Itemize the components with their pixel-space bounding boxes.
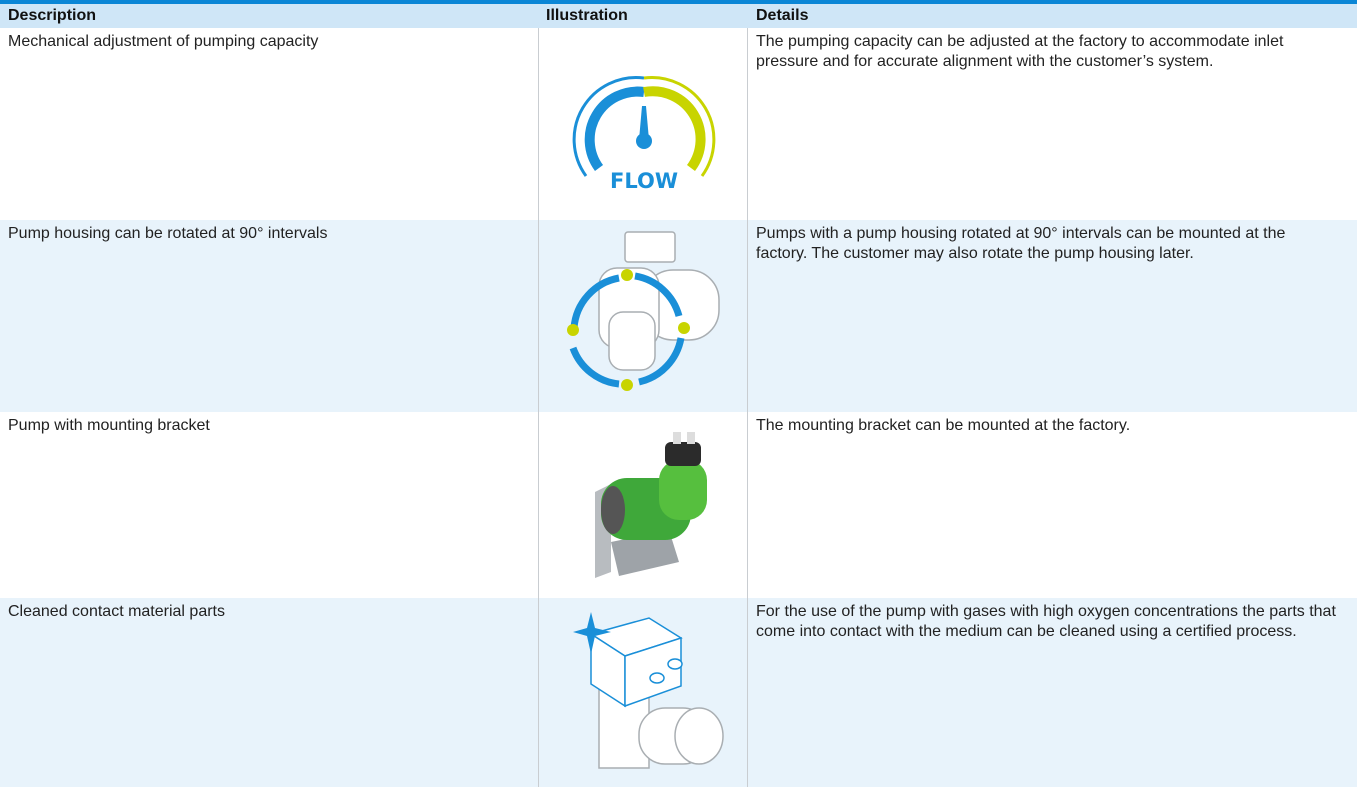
table-row: Pump with mounting bracket The mounting … <box>0 412 1357 598</box>
description: Pump housing can be rotated at 90° inter… <box>8 225 328 242</box>
illustration: FLOW <box>538 28 748 220</box>
rotation-icon <box>567 231 720 391</box>
header-cell: Description <box>8 7 97 24</box>
table-row: Pump housing can be rotated at 90° inter… <box>0 220 1357 412</box>
illustration <box>538 412 748 598</box>
header-cell: Illustration <box>546 7 628 24</box>
table-row: Cleaned contact material parts For the u… <box>0 598 1357 787</box>
illustration <box>538 598 748 787</box>
details: Pumps with a pump housing rotated at 90°… <box>756 225 1286 262</box>
top-bar <box>0 0 1357 4</box>
details: The mounting bracket can be mounted at t… <box>756 417 1131 434</box>
description: Pump with mounting bracket <box>8 417 210 434</box>
table-header: Description Illustration Details <box>0 4 1357 28</box>
header-cell: Details <box>756 7 809 24</box>
pump-photo <box>595 432 707 578</box>
description: Cleaned contact material parts <box>8 603 225 620</box>
icon-label: FLOW <box>610 169 678 193</box>
illustration <box>538 220 748 412</box>
cleaned-parts-icon <box>573 612 724 769</box>
flow-gauge-icon: FLOW <box>572 76 716 193</box>
details: For the use of the pump with gases with … <box>756 603 1336 640</box>
details: The pumping capacity can be adjusted at … <box>756 33 1284 70</box>
table-row: Mechanical adjustment of pumping capacit… <box>0 28 1357 220</box>
description: Mechanical adjustment of pumping capacit… <box>8 33 319 50</box>
